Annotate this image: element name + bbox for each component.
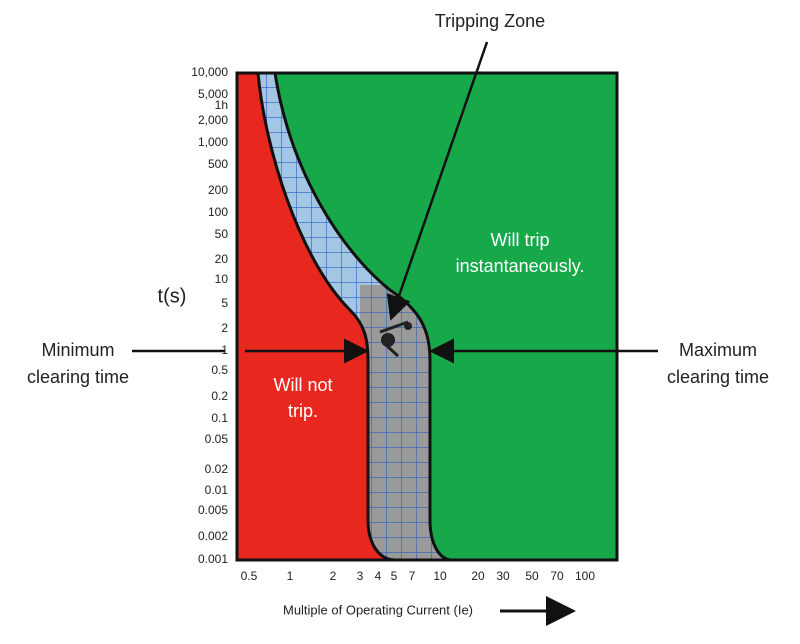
y-tick-label: 0.005 <box>198 503 228 517</box>
x-tick-label: 10 <box>433 569 447 583</box>
region-label: Will trip <box>491 230 550 250</box>
title: Tripping Zone <box>435 11 545 31</box>
region-label: instantaneously. <box>456 256 585 276</box>
x-axis-label: Multiple of Operating Current (Ie) <box>283 602 473 617</box>
x-tick-label: 30 <box>496 569 510 583</box>
y-tick-label: 0.5 <box>211 363 228 377</box>
y-tick-label: 20 <box>215 252 229 266</box>
x-tick-label: 0.5 <box>241 569 258 583</box>
no-trip-region <box>237 73 395 560</box>
x-tick-label: 20 <box>471 569 485 583</box>
y-tick-label: 5,000 <box>198 87 228 101</box>
plot-frame <box>235 71 619 562</box>
y-tick-label: 2,000 <box>198 113 228 127</box>
region-label: trip. <box>288 401 318 421</box>
tripping-icon <box>379 320 412 358</box>
annotation: clearing time <box>667 367 769 387</box>
y-tick-label: 50 <box>215 227 229 241</box>
x-tick-label: 5 <box>391 569 398 583</box>
y-tick-label: 1h <box>215 98 228 112</box>
x-tick-label: 2 <box>330 569 337 583</box>
x-tick-label: 100 <box>575 569 595 583</box>
annotation: Maximum <box>679 340 757 360</box>
annotation: clearing time <box>27 367 129 387</box>
y-tick-label: 10,000 <box>191 65 228 79</box>
y-tick-label: 0.1 <box>211 411 228 425</box>
min-curve <box>256 72 396 562</box>
x-tick-label: 7 <box>409 569 416 583</box>
annotation: Minimum <box>41 340 114 360</box>
y-tick-label: 0.2 <box>211 389 228 403</box>
x-tick-label: 4 <box>375 569 382 583</box>
region-label: Will not <box>273 375 332 395</box>
y-tick-label: 10 <box>215 272 229 286</box>
y-tick-label: 0.02 <box>205 462 229 476</box>
y-tick-label: 2 <box>221 321 228 335</box>
y-tick-label: 0.05 <box>205 432 229 446</box>
y-tick-label: 5 <box>221 296 228 310</box>
x-tick-label: 1 <box>287 569 294 583</box>
y-tick-label: 1 <box>221 343 228 357</box>
trip-region <box>275 73 617 560</box>
y-tick-label: 500 <box>208 157 228 171</box>
x-tick-label: 70 <box>550 569 564 583</box>
y-tick-label: 0.002 <box>198 529 228 543</box>
y-tick-label: 0.001 <box>198 552 228 566</box>
y-axis-label: t(s) <box>158 285 187 307</box>
tripping-zone-arrow <box>386 41 489 321</box>
y-tick-label: 200 <box>208 183 228 197</box>
y-tick-label: 0.01 <box>205 483 229 497</box>
x-tick-label: 50 <box>525 569 539 583</box>
y-tick-label: 100 <box>208 205 228 219</box>
x-tick-label: 3 <box>357 569 364 583</box>
y-tick-label: 1,000 <box>198 135 228 149</box>
